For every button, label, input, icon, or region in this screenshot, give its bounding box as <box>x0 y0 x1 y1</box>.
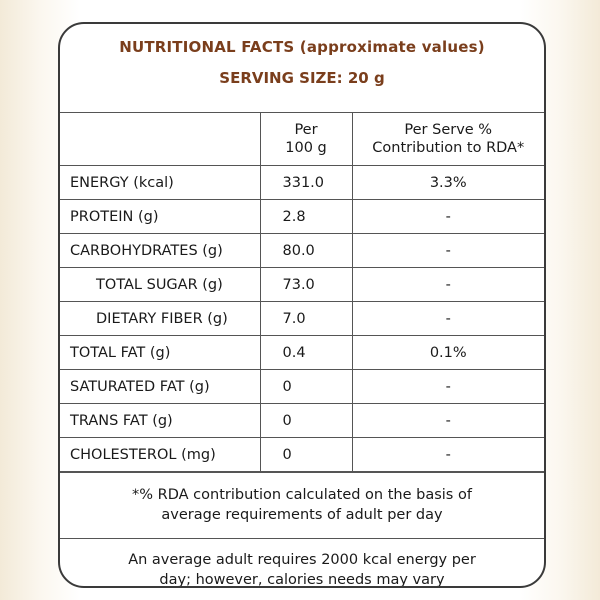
rda-value: - <box>351 267 544 302</box>
header-rda: Per Serve % Contribution to RDA* <box>351 112 544 166</box>
table-row: TOTAL SUGAR (g) 73.0 - <box>60 267 544 302</box>
rda-footnote-line1: *% RDA contribution calculated on the ba… <box>132 487 472 503</box>
nutrient-name: SATURATED FAT (g) <box>60 369 261 404</box>
rda-footnote: *% RDA contribution calculated on the ba… <box>60 472 544 538</box>
nutrient-name: ENERGY (kcal) <box>60 165 261 200</box>
serving-size: SERVING SIZE: 20 g <box>219 69 385 87</box>
per-100g-value: 0 <box>259 369 353 404</box>
panel-heading: NUTRITIONAL FACTS (approximate values) S… <box>60 24 544 112</box>
per-100g-value: 73.0 <box>259 267 353 302</box>
header-nutrient <box>60 112 261 166</box>
per-100g-value: 331.0 <box>259 165 353 200</box>
table-row: DIETARY FIBER (g) 7.0 - <box>60 301 544 336</box>
panel-title: NUTRITIONAL FACTS (approximate values) <box>119 38 485 56</box>
table-row: PROTEIN (g) 2.8 - <box>60 199 544 234</box>
header-rda-line2: Contribution to RDA* <box>372 140 525 156</box>
rda-footnote-line2: average requirements of adult per day <box>161 507 443 523</box>
rda-value: 3.3% <box>351 165 544 200</box>
energy-note-line2: day; however, calories needs may vary <box>159 572 445 588</box>
per-100g-value: 0.4 <box>259 335 353 370</box>
per-100g-value: 80.0 <box>259 233 353 268</box>
rda-value: - <box>351 301 544 336</box>
nutrient-name: PROTEIN (g) <box>60 199 261 234</box>
table-row: TRANS FAT (g) 0 - <box>60 403 544 438</box>
nutrient-name: TRANS FAT (g) <box>60 403 261 438</box>
header-rda-line1: Per Serve % <box>404 122 493 138</box>
header-per-100g: Per 100 g <box>259 112 353 166</box>
header-per-100g-line1: Per <box>294 122 318 138</box>
energy-note: An average adult requires 2000 kcal ener… <box>60 538 544 588</box>
per-100g-value: 0 <box>259 403 353 438</box>
table-row: CARBOHYDRATES (g) 80.0 - <box>60 233 544 268</box>
nutrient-name: CHOLESTEROL (mg) <box>60 437 261 472</box>
per-100g-value: 0 <box>259 437 353 472</box>
energy-note-line1: An average adult requires 2000 kcal ener… <box>128 552 476 568</box>
table-row: TOTAL FAT (g) 0.4 0.1% <box>60 335 544 370</box>
nutrient-name: DIETARY FIBER (g) <box>60 301 261 336</box>
rda-value: - <box>351 199 544 234</box>
nutrition-table: Per 100 g Per Serve % Contribution to RD… <box>60 112 544 472</box>
nutrition-facts-panel: NUTRITIONAL FACTS (approximate values) S… <box>58 22 546 588</box>
nutrient-name: CARBOHYDRATES (g) <box>60 233 261 268</box>
per-100g-value: 2.8 <box>259 199 353 234</box>
rda-value: - <box>351 437 544 472</box>
table-row: CHOLESTEROL (mg) 0 - <box>60 437 544 472</box>
table-row: SATURATED FAT (g) 0 - <box>60 369 544 404</box>
header-per-100g-line2: 100 g <box>285 140 327 156</box>
nutrient-name: TOTAL FAT (g) <box>60 335 261 370</box>
rda-value: - <box>351 369 544 404</box>
rda-value: - <box>351 403 544 438</box>
nutrient-name: TOTAL SUGAR (g) <box>60 267 261 302</box>
table-row: ENERGY (kcal) 331.0 3.3% <box>60 165 544 200</box>
rda-value: - <box>351 233 544 268</box>
per-100g-value: 7.0 <box>259 301 353 336</box>
table-header-row: Per 100 g Per Serve % Contribution to RD… <box>60 112 544 166</box>
rda-value: 0.1% <box>351 335 544 370</box>
